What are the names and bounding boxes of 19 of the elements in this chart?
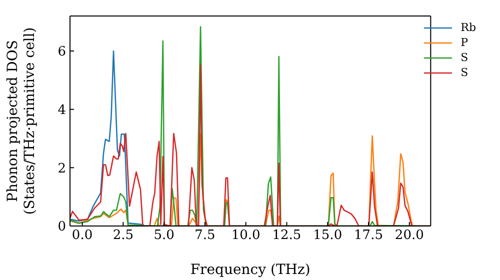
x-axis-title: Frequency (THz) <box>190 262 310 278</box>
y-axis-title: Phonon projected DOS (States/THz·primitive cell) <box>5 27 38 215</box>
x-tick-label: 17.5 <box>354 228 383 244</box>
y-tick-label: 6 <box>58 44 66 60</box>
legend-label: S <box>460 50 468 65</box>
x-tick-label: 2.5 <box>112 228 134 244</box>
legend-label: S <box>460 65 468 80</box>
legend-label: Rb <box>460 20 476 35</box>
x-tick-label: 20.0 <box>394 228 424 244</box>
y-tick-label: 2 <box>58 161 66 176</box>
y-tick-label: 4 <box>58 102 66 118</box>
x-tick-label: 12.5 <box>272 228 302 244</box>
x-tick-label: 15.0 <box>313 228 342 244</box>
x-tick-label: 10.0 <box>231 228 260 244</box>
x-tick-label: 7.5 <box>194 228 216 244</box>
y-tick-label: 0 <box>58 220 66 235</box>
legend-label: P <box>460 35 468 50</box>
x-tick-label: 0.0 <box>72 228 93 244</box>
x-tick-label: 5.0 <box>154 228 174 244</box>
